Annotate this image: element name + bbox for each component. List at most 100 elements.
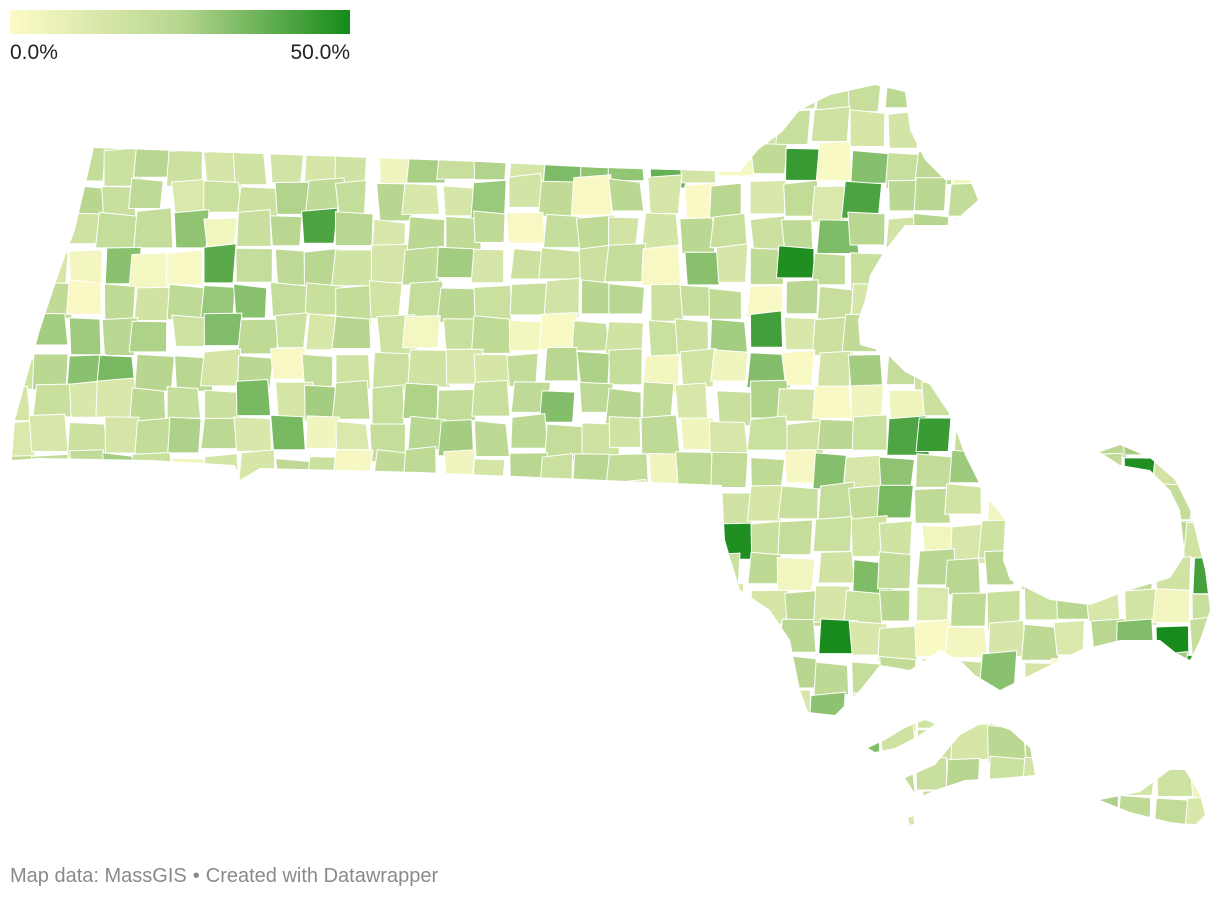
municipality-cell — [101, 317, 139, 356]
municipality-cell — [605, 453, 649, 489]
municipality-cell — [1155, 756, 1196, 797]
municipality-cell — [201, 627, 240, 664]
municipality-cell — [542, 213, 583, 249]
municipality-cell — [781, 349, 816, 386]
municipality-cell — [269, 281, 309, 317]
municipality-cell — [1115, 618, 1155, 653]
municipality-cell — [505, 85, 540, 111]
map-footer: Map data: MassGIS • Created with Datawrapp… — [10, 864, 438, 888]
municipality-cell — [1152, 651, 1189, 686]
municipality-cell — [237, 488, 278, 524]
municipality-cell — [1188, 352, 1210, 390]
municipality-cell — [373, 624, 409, 660]
municipality-cell — [717, 789, 756, 825]
municipality-cell — [1124, 588, 1160, 626]
municipality-cell — [984, 549, 1018, 586]
municipality-cell — [947, 117, 988, 154]
municipality-cell — [1184, 795, 1210, 825]
municipality-cell — [1120, 283, 1157, 323]
municipality-cell — [502, 790, 544, 823]
municipality-cell — [33, 660, 71, 694]
municipality-cell — [1045, 115, 1084, 148]
municipality-cell — [715, 112, 756, 150]
municipality-cell — [1019, 347, 1055, 384]
municipality-cell — [921, 657, 956, 693]
municipality-cell — [305, 793, 342, 825]
municipality-cell — [94, 211, 138, 249]
municipality-cell — [914, 284, 959, 319]
municipality-cell — [332, 589, 369, 626]
municipality-cell — [1150, 320, 1194, 357]
municipality-cell — [853, 824, 891, 825]
municipality-cell — [878, 589, 911, 622]
municipality-cell — [1192, 690, 1210, 728]
municipality-cell — [67, 621, 107, 655]
municipality-cell — [202, 112, 244, 150]
municipality-cell — [916, 693, 962, 729]
municipality-cell — [1185, 112, 1210, 149]
municipality-cell — [711, 831, 747, 840]
municipality-cell — [30, 312, 69, 346]
municipality-cell — [306, 557, 344, 593]
choropleth-map — [0, 80, 1220, 840]
municipality-cell — [778, 654, 818, 689]
municipality-cell — [334, 85, 375, 113]
municipality-cell — [300, 85, 337, 111]
municipality-cell — [97, 787, 133, 825]
municipality-cell — [12, 455, 34, 492]
municipality-cell — [12, 85, 32, 114]
municipality-cell — [949, 592, 988, 627]
municipality-cell — [1024, 793, 1065, 825]
municipality-cell — [775, 109, 812, 145]
municipality-cell — [849, 109, 886, 147]
municipality-cell — [543, 277, 580, 319]
municipality-cell — [777, 519, 814, 556]
municipality-cell — [981, 387, 1019, 426]
municipality-cell — [203, 243, 237, 284]
municipality-cell — [988, 755, 1028, 791]
municipality-cell — [408, 690, 447, 727]
municipality-cell — [746, 484, 785, 522]
municipality-cell — [69, 659, 106, 695]
municipality-cell — [851, 794, 887, 825]
municipality-cell — [67, 554, 109, 592]
municipality-cell — [921, 378, 958, 417]
municipality-cell — [472, 524, 512, 560]
municipality-cell — [128, 177, 164, 209]
municipality-cell — [238, 764, 277, 801]
municipality-cell — [102, 585, 140, 623]
municipality-cell — [33, 514, 80, 551]
municipality-cell — [920, 115, 960, 150]
municipality-cell — [12, 146, 39, 184]
municipality-cell — [1115, 385, 1157, 421]
municipality-cell — [1123, 85, 1157, 117]
municipality-cell — [779, 759, 818, 796]
municipality-cell — [888, 310, 924, 345]
municipality-cell — [913, 212, 950, 247]
municipality-cell — [1020, 557, 1056, 590]
municipality-cell — [841, 313, 878, 353]
municipality-cell — [509, 582, 544, 618]
municipality-cell — [544, 556, 579, 596]
municipality-cell — [884, 85, 922, 109]
municipality-cell — [1088, 85, 1124, 111]
municipality-cell — [746, 415, 790, 451]
footer-separator: • — [192, 865, 200, 887]
municipality-cell — [402, 525, 444, 563]
municipality-cell — [747, 551, 782, 585]
municipality-cell — [538, 390, 576, 423]
municipality-cell — [130, 586, 166, 620]
municipality-cell — [505, 211, 546, 244]
municipality-cell — [235, 85, 276, 114]
municipality-cell — [952, 147, 988, 186]
municipality-cell — [473, 720, 515, 756]
municipality-cell — [1055, 450, 1088, 487]
municipality-cell — [31, 721, 68, 756]
municipality-cell — [785, 279, 819, 315]
municipality-cell — [269, 215, 303, 247]
municipality-cell — [1057, 549, 1098, 584]
municipality-cell — [331, 315, 372, 349]
municipality-cell — [918, 827, 953, 840]
municipality-cell — [1023, 319, 1056, 354]
municipality-cell — [32, 383, 73, 418]
